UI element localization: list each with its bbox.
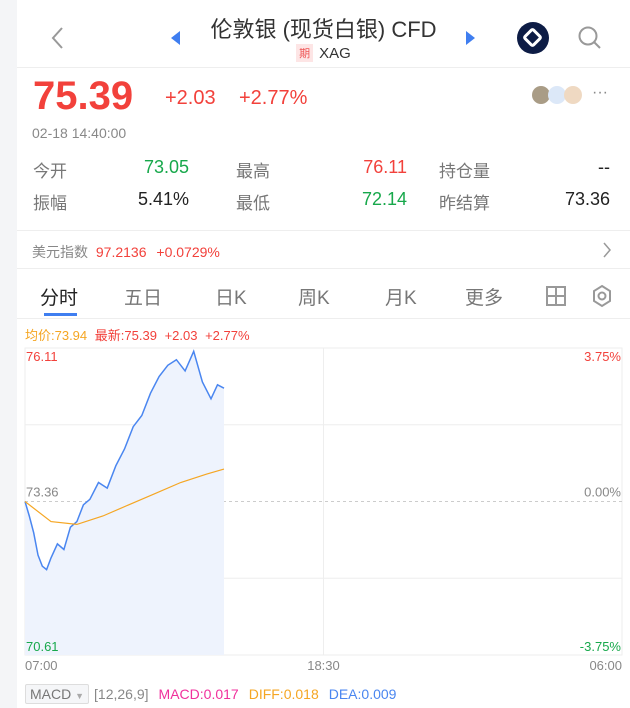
stat-value: 76.11: [363, 157, 407, 177]
instrument-title: 伦敦银 (现货白银) CFD: [210, 17, 437, 42]
tab-monthly-k[interactable]: 月K: [385, 288, 417, 309]
stat-value: 73.05: [143, 157, 189, 177]
pct-label-mid: 0.00%: [584, 485, 621, 500]
symbol-text: XAG: [319, 45, 351, 62]
usd-index-value: 97.2136: [95, 244, 147, 260]
price-change: +2.03: [165, 87, 216, 109]
search-icon[interactable]: [577, 25, 603, 51]
quote-page: 伦敦银 (现货白银) CFD 期 XAG 75.39 +2.03 +2.77% ·…: [17, 0, 630, 708]
macd-params: [12,26,9]: [94, 686, 149, 702]
stat-value: 72.14: [361, 189, 407, 209]
tab-more[interactable]: 更多: [465, 288, 504, 309]
stat-value: 73.36: [564, 189, 610, 209]
intraday-chart[interactable]: 76.11 73.36 70.61 3.75% 0.00% -3.75% 07:00 18:3…: [17, 340, 630, 680]
avatar: [564, 86, 582, 104]
pct-label-bottom: -3.75%: [580, 639, 622, 654]
avg-price-line: [24, 468, 225, 526]
tab-weekly-k[interactable]: 周K: [298, 288, 330, 309]
avg-price-legend: 均价:73.94: [25, 328, 88, 343]
next-instrument-icon[interactable]: [466, 31, 475, 45]
diff-value: DIFF:0.018: [248, 686, 319, 702]
usd-index-label: 美元指数: [32, 244, 88, 260]
y-label-mid: 73.36: [26, 485, 59, 500]
y-label-bottom: 70.61: [26, 639, 59, 654]
last-price: 75.39: [33, 74, 134, 118]
price-line: [24, 349, 225, 571]
latest-price-legend: 最新:75.39: [94, 328, 157, 343]
back-icon[interactable]: [50, 26, 64, 50]
usd-index-row[interactable]: 美元指数 97.2136 +0.0729%: [32, 242, 220, 262]
stat-label: 今开: [33, 162, 67, 181]
followers-avatars[interactable]: [532, 86, 582, 104]
stat-label: 振幅: [33, 194, 67, 213]
indicator-selector-label: MACD: [30, 686, 72, 702]
ai-assistant-icon[interactable]: [517, 22, 549, 54]
stat-label: 最低: [236, 194, 270, 213]
dea-value: DEA:0.009: [328, 686, 397, 702]
y-label-top: 76.11: [26, 349, 58, 364]
chevron-right-icon[interactable]: [602, 241, 612, 259]
pct-label-top: 3.75%: [584, 349, 621, 364]
instrument-symbol: 期 XAG: [17, 44, 630, 62]
more-icon[interactable]: ···: [592, 84, 608, 101]
futures-badge: 期: [296, 44, 314, 62]
price-area: [25, 351, 224, 655]
pct-legend: +2.77%: [205, 328, 250, 343]
avatar: [532, 86, 550, 104]
stat-value: --: [598, 157, 610, 177]
indicator-bar: MACD ▼ [12,26,9] MACD:0.017 DIFF:0.018 D…: [25, 684, 396, 704]
x-label: 18:30: [307, 658, 340, 673]
indicator-selector[interactable]: MACD ▼: [25, 684, 90, 704]
quote-time: 02-18 14:40:00: [32, 125, 127, 141]
stat-label: 持仓量: [439, 162, 490, 181]
price-change-pct: +2.77%: [239, 87, 308, 109]
grid-layout-icon[interactable]: [545, 285, 567, 307]
macd-value: MACD:0.017: [158, 686, 239, 702]
stat-label: 昨结算: [439, 194, 490, 213]
dropdown-icon: ▼: [75, 691, 85, 701]
x-label: 07:00: [25, 658, 58, 673]
chart-legend: 均价:73.94 最新:75.39 +2.03 +2.77%: [25, 325, 250, 344]
tab-intraday[interactable]: 分时: [40, 288, 79, 309]
usd-index-change: +0.0729%: [156, 244, 220, 260]
stat-value: 5.41%: [137, 189, 189, 209]
settings-icon[interactable]: [591, 284, 613, 308]
x-label: 06:00: [589, 658, 622, 673]
tab-daily-k[interactable]: 日K: [215, 288, 247, 309]
tab-five-day[interactable]: 五日: [124, 288, 163, 309]
active-tab-indicator: [44, 313, 77, 316]
change-legend: +2.03: [164, 328, 198, 343]
avatar: [548, 86, 566, 104]
stat-label: 最高: [236, 162, 270, 181]
prev-instrument-icon[interactable]: [171, 31, 180, 45]
